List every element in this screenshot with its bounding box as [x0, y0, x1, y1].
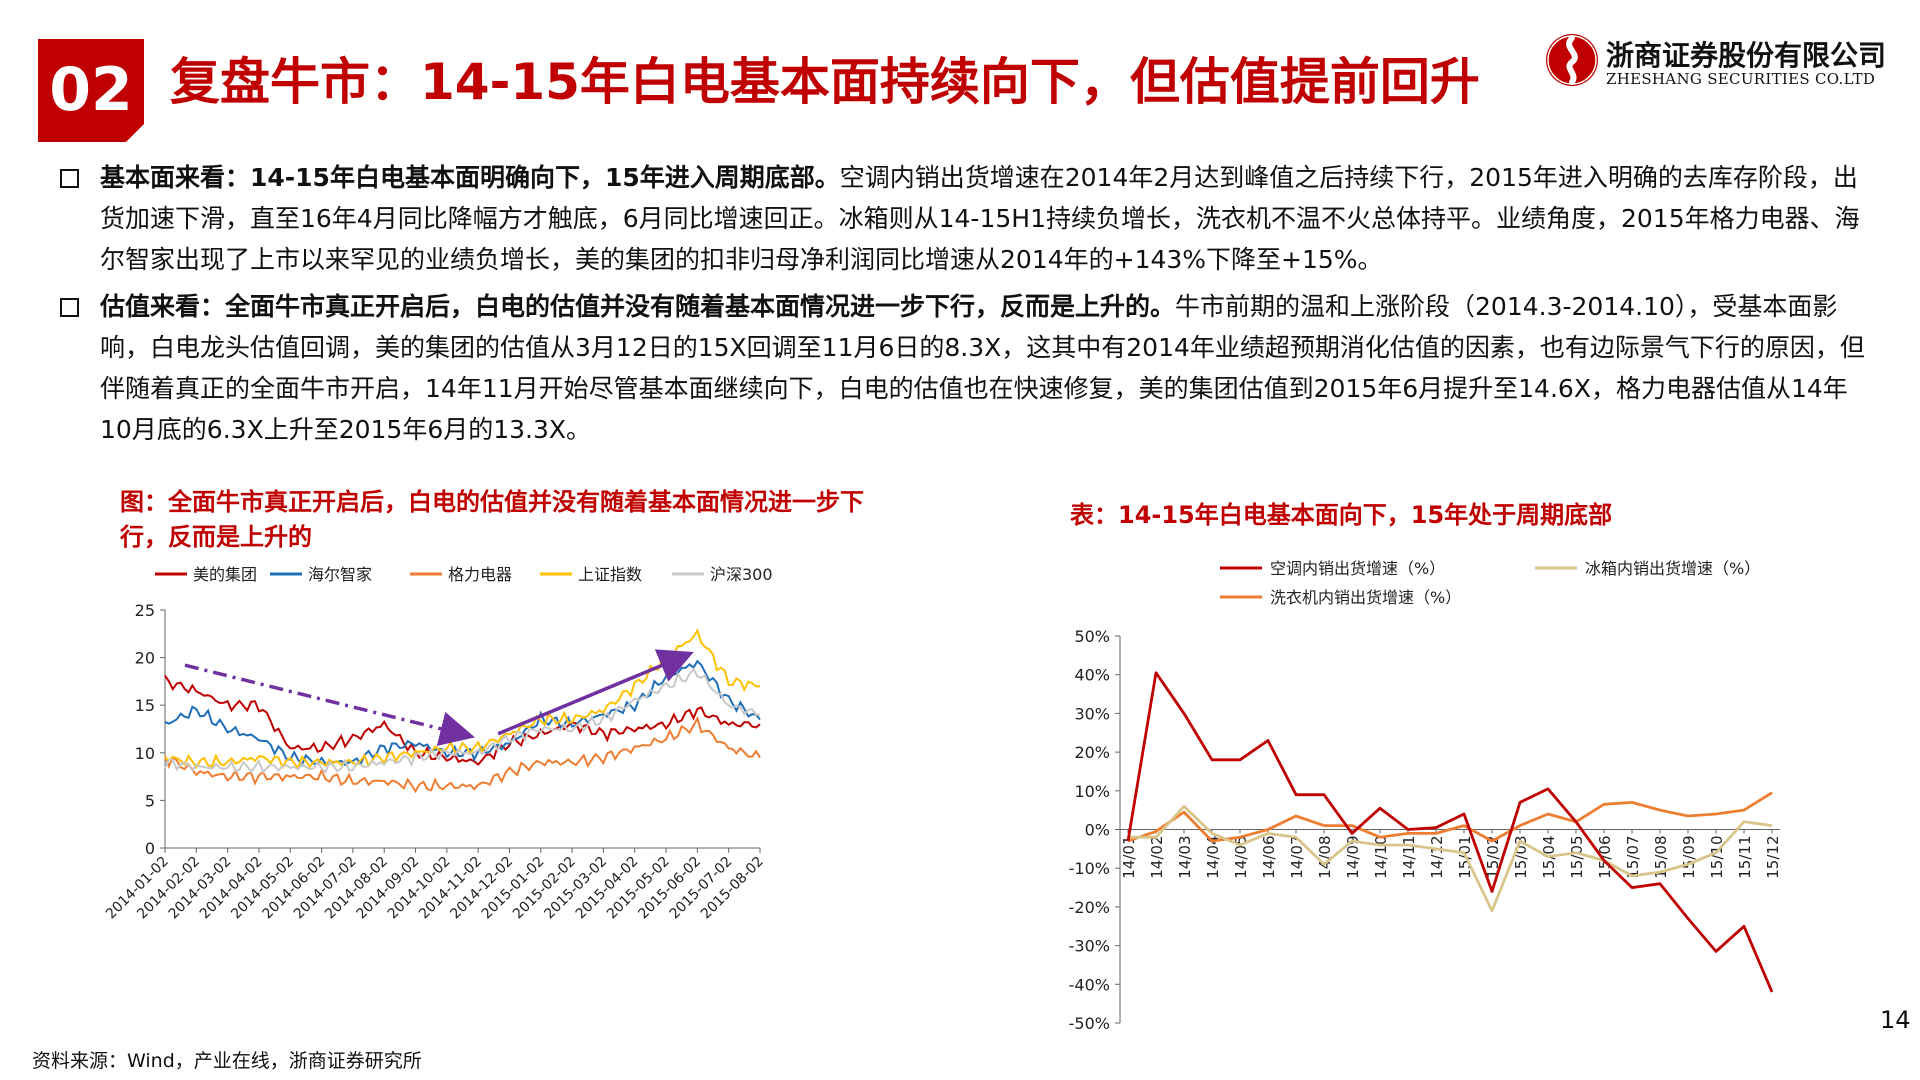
- section-number-badge: 02: [38, 39, 144, 142]
- left-chart-title: 图：全面牛市真正开启后，白电的估值并没有随着基本面情况进一步下行，反而是上升的: [120, 488, 864, 551]
- y-tick-label: 20%: [1074, 743, 1110, 762]
- x-tick-label: 15/12: [1764, 836, 1782, 879]
- x-tick-label: 15/10: [1708, 836, 1726, 879]
- x-tick-label: 14/04: [1204, 836, 1222, 879]
- x-tick-label: 15/09: [1680, 836, 1698, 879]
- x-tick-label: 14/05: [1232, 836, 1250, 879]
- bullet-lead: 基本面来看：14-15年白电基本面明确向下，15年进入周期底部。: [100, 163, 840, 192]
- y-tick-label: -10%: [1069, 859, 1110, 878]
- series-line: [1126, 671, 1774, 993]
- legend-label: 沪深300: [710, 565, 773, 584]
- zheshang-logo-icon: [1546, 34, 1598, 86]
- x-tick-label: 15/07: [1624, 836, 1642, 879]
- y-tick-label: 10: [135, 744, 155, 763]
- y-tick-label: 30%: [1074, 704, 1110, 723]
- y-tick-label: 5: [145, 791, 155, 810]
- x-tick-label: 15/11: [1736, 836, 1754, 879]
- bullet-text: 基本面来看：14-15年白电基本面明确向下，15年进入周期底部。空调内销出货增速…: [100, 157, 1870, 280]
- bullet-text: 估值来看：全面牛市真正开启后，白电的估值并没有随着基本面情况进一步下行，反而是上…: [100, 286, 1870, 450]
- y-tick-label: 25: [135, 601, 155, 620]
- right-chart-title: 表：14-15年白电基本面向下，15年处于周期底部: [1070, 501, 1613, 529]
- series-line: [164, 659, 761, 768]
- y-tick-label: 20: [135, 649, 155, 668]
- y-tick-label: 10%: [1074, 782, 1110, 801]
- company-name-en: ZHESHANG SECURITIES CO.LTD: [1606, 70, 1876, 88]
- bullet-body: 牛市前期的温和上涨阶段（2014.3-2014.10），受基本面影响，白电龙头估…: [100, 292, 1865, 444]
- bullet-lead: 估值来看：全面牛市真正开启后，白电的估值并没有随着基本面情况进一步下行，反而是上…: [100, 292, 1176, 321]
- legend-label: 洗衣机内销出货增速（%）: [1270, 588, 1461, 607]
- x-tick-label: 14/03: [1176, 836, 1194, 879]
- y-tick-label: 40%: [1074, 666, 1110, 685]
- legend-label: 空调内销出货增速（%）: [1270, 559, 1445, 578]
- y-tick-label: -30%: [1069, 937, 1110, 956]
- bullet-valuation: 估值来看：全面牛市真正开启后，白电的估值并没有随着基本面情况进一步下行，反而是上…: [60, 286, 1870, 450]
- series-line: [1128, 804, 1773, 913]
- shipment-growth-line-chart: 空调内销出货增速（%） 冰箱内销出货增速（%） 洗衣机内销出货增速（%） 50% 40%…: [1069, 559, 1782, 1030]
- series-line: [164, 667, 760, 774]
- x-tick-label: 14/02: [1148, 836, 1166, 879]
- x-tick-label: 14/01: [1120, 836, 1138, 879]
- bullet-body: 空调内销出货增速在2014年2月达到峰值之后持续下行，2015年进入明确的去库存…: [100, 163, 1860, 274]
- square-bullet-icon: [60, 169, 79, 188]
- page-title: 复盘牛市：14-15年白电基本面持续向下，但估值提前回升: [170, 53, 1480, 111]
- x-tick-label: 14/08: [1316, 836, 1334, 879]
- x-tick-label: 14/09: [1344, 836, 1362, 879]
- x-tick-label: 14/11: [1400, 836, 1418, 879]
- x-tick-label: 14/12: [1428, 836, 1446, 879]
- x-tick-label: 14/07: [1288, 836, 1306, 879]
- series-line: [164, 715, 761, 794]
- bullet-fundamentals: 基本面来看：14-15年白电基本面明确向下，15年进入周期底部。空调内销出货增速…: [60, 157, 1870, 280]
- legend-label: 上证指数: [578, 565, 642, 584]
- y-tick-label: 0%: [1085, 821, 1110, 840]
- company-logo: 浙商证券股份有限公司 ZHESHANG SECURITIES CO.LTD: [1544, 30, 1887, 90]
- y-tick-label: -40%: [1069, 975, 1110, 994]
- legend-label: 海尔智家: [308, 565, 372, 584]
- page-number: 14: [1880, 1006, 1911, 1034]
- legend-label: 格力电器: [448, 565, 512, 584]
- series-line: [164, 628, 761, 770]
- square-bullet-icon: [60, 298, 79, 317]
- x-tick-label: 15/08: [1652, 836, 1670, 879]
- x-tick-label: 15/02: [1484, 836, 1502, 879]
- legend-label: 冰箱内销出货增速（%）: [1585, 559, 1760, 578]
- y-tick-label: -50%: [1069, 1014, 1110, 1030]
- valuation-line-chart: 美的集团 海尔智家 格力电器 上证指数 沪深30005101520252014-01-0…: [103, 565, 773, 922]
- y-tick-label: -20%: [1069, 898, 1110, 917]
- series-line: [1127, 791, 1773, 843]
- x-tick-label: 15/06: [1596, 836, 1614, 879]
- x-tick-label: 14/06: [1260, 836, 1278, 879]
- y-tick-label: 0: [145, 839, 155, 858]
- section-number: 02: [49, 55, 133, 125]
- trend-arrow: [497, 649, 694, 736]
- source-note: 资料来源：Wind，产业在线，浙商证券研究所: [32, 1050, 422, 1072]
- trend-arrow: [184, 663, 475, 746]
- badge-corner-decoration: [126, 124, 144, 142]
- legend-label: 美的集团: [193, 565, 257, 584]
- y-tick-label: 50%: [1074, 627, 1110, 646]
- company-name-cn: 浙商证券股份有限公司: [1606, 39, 1887, 72]
- x-tick-label: 14/10: [1372, 836, 1390, 879]
- x-tick-label: 15/05: [1568, 836, 1586, 879]
- series-line: [164, 675, 761, 766]
- y-tick-label: 15: [135, 696, 155, 715]
